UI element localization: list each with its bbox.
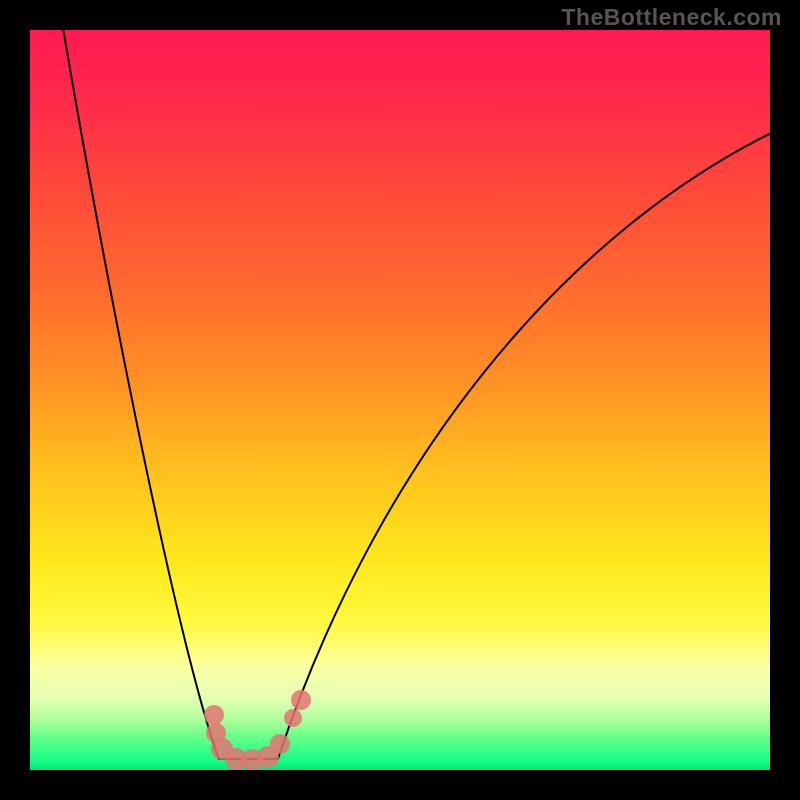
data-marker <box>204 705 224 725</box>
chart-stage: TheBottleneck.com <box>0 0 800 800</box>
data-marker <box>284 709 302 727</box>
plot-inner <box>30 30 770 770</box>
watermark-text: TheBottleneck.com <box>561 4 782 31</box>
plot-area <box>30 30 770 770</box>
data-marker <box>270 734 290 754</box>
data-marker <box>291 690 311 710</box>
bottleneck-curve <box>30 30 770 770</box>
